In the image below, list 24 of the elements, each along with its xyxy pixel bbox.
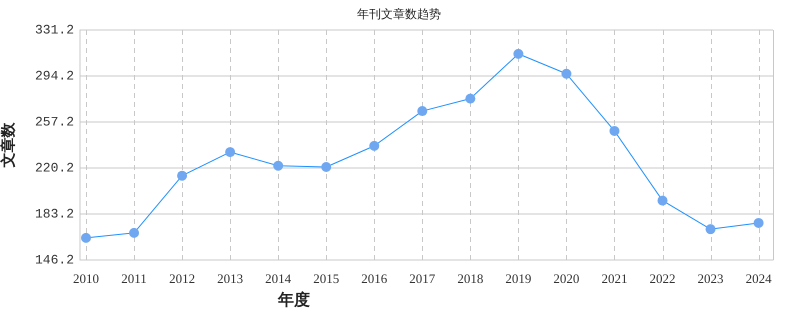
y-axis-title: 文章数	[0, 122, 17, 168]
y-tick-label: 183.2	[34, 206, 74, 222]
x-tick-label: 2019	[505, 271, 532, 286]
x-tick-label: 2024	[746, 271, 772, 286]
x-tick-label: 2016	[361, 271, 388, 286]
y-tick-label: 257.2	[34, 114, 74, 130]
chart-title: 年刊文章数趋势	[356, 6, 442, 23]
x-tick-label: 2022	[650, 271, 676, 286]
x-tick-label: 2011	[121, 271, 147, 286]
x-tick-label: 2013	[217, 271, 244, 286]
x-tick-label: 2010	[73, 271, 100, 286]
x-tick-label: 2012	[169, 271, 196, 286]
x-tick-label: 2021	[601, 271, 628, 286]
y-tick-label: 220.2	[34, 160, 74, 176]
x-tick-label: 2020	[553, 271, 580, 286]
x-tick-label: 2023	[698, 271, 724, 286]
x-axis-title: 年度	[278, 290, 310, 311]
x-tick-label: 2017	[409, 271, 436, 286]
y-tick-label: 331.2	[34, 22, 74, 38]
x-tick-label: 2015	[313, 271, 340, 286]
x-tick-label: 2014	[265, 271, 292, 286]
y-tick-label: 294.2	[34, 68, 74, 84]
y-tick-label: 146.2	[34, 252, 74, 268]
x-tick-label: 2018	[457, 271, 484, 286]
